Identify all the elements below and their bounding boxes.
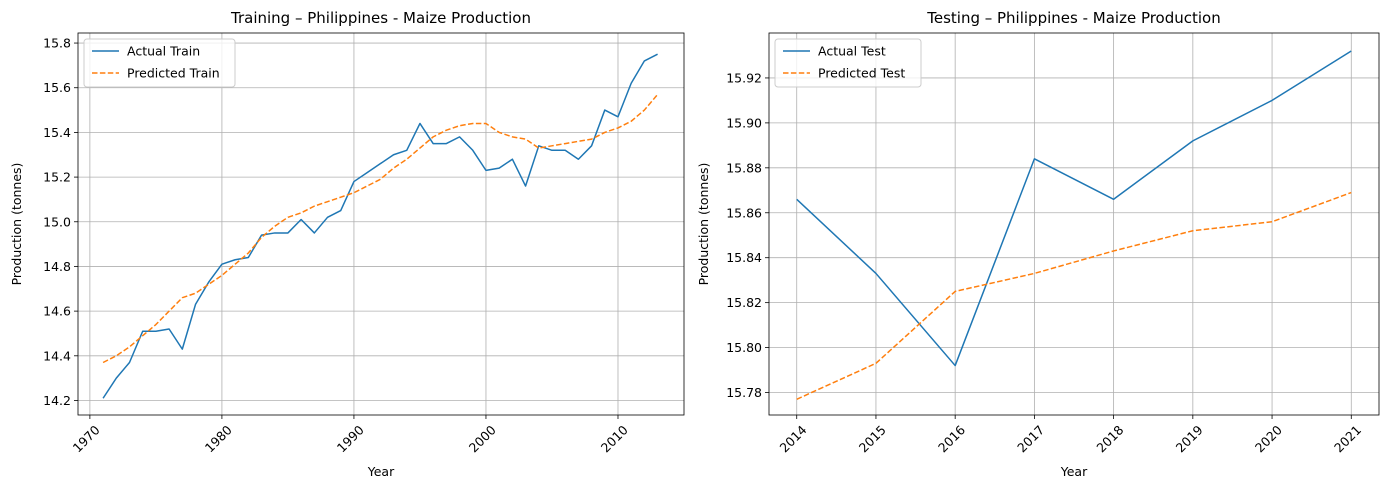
x-tick-label: 2018 xyxy=(1093,422,1126,455)
x-tick-label: 2000 xyxy=(466,422,499,455)
y-tick-label: 15.6 xyxy=(43,80,71,95)
y-tick-label: 15.80 xyxy=(726,340,762,355)
y-tick-label: 15.2 xyxy=(43,170,71,185)
y-tick-label: 15.84 xyxy=(726,250,762,265)
axes-frame xyxy=(77,32,685,416)
y-tick-label: 15.88 xyxy=(726,160,762,175)
x-tick-label: 1970 xyxy=(70,422,103,455)
series-line-0 xyxy=(796,50,1352,367)
y-tick-label: 15.82 xyxy=(726,295,762,310)
legend-label-1: Predicted Train xyxy=(127,66,220,81)
legend: Actual Train Predicted Train xyxy=(83,38,236,88)
legend-box xyxy=(83,38,236,88)
y-tick-label: 14.2 xyxy=(43,393,71,408)
y-axis-label: Production (tonnes) xyxy=(9,163,24,286)
series-line-1 xyxy=(102,93,659,364)
legend-label-0: Actual Test xyxy=(818,44,886,59)
y-tick-label: 15.4 xyxy=(43,125,71,140)
x-axis-label: Year xyxy=(1060,464,1088,479)
legend-label-1: Predicted Test xyxy=(818,66,905,81)
x-tick-label: 2019 xyxy=(1173,422,1206,455)
chart-title: Training – Philippines - Maize Productio… xyxy=(230,9,531,27)
series-line-0 xyxy=(102,53,658,399)
axes-frame xyxy=(768,32,1380,416)
x-tick-label: 1990 xyxy=(334,422,367,455)
x-tick-label: 2020 xyxy=(1252,422,1285,455)
y-tick-label: 15.90 xyxy=(726,115,762,130)
chart-title: Testing – Philippines - Maize Production xyxy=(926,9,1221,27)
x-tick-label: 2017 xyxy=(1014,422,1047,455)
y-tick-label: 14.8 xyxy=(43,259,71,274)
x-tick-label: 2016 xyxy=(935,422,968,455)
y-tick-label: 15.8 xyxy=(43,36,71,51)
y-tick-label: 15.0 xyxy=(43,214,71,229)
x-axis-label: Year xyxy=(367,464,395,479)
y-axis-label: Production (tonnes) xyxy=(696,163,711,286)
legend-box xyxy=(774,38,922,88)
y-tick-label: 15.78 xyxy=(726,385,762,400)
x-tick-label: 2010 xyxy=(598,422,631,455)
x-tick-label: 2015 xyxy=(856,422,889,455)
chart-panel-1: 2014 2015 2016 2017 2018 2019 2020 2021 15.78 15.… xyxy=(696,9,1380,479)
x-tick-label: 2014 xyxy=(777,422,810,455)
legend: Actual Test Predicted Test xyxy=(774,38,922,88)
x-tick-label: 1980 xyxy=(202,422,235,455)
legend-label-0: Actual Train xyxy=(127,44,200,59)
y-tick-label: 15.92 xyxy=(726,70,762,85)
x-tick-label: 2021 xyxy=(1331,422,1364,455)
y-tick-label: 14.6 xyxy=(43,304,71,319)
y-tick-label: 14.4 xyxy=(43,348,71,363)
y-tick-label: 15.86 xyxy=(726,205,762,220)
series-line-1 xyxy=(796,191,1352,400)
chart-panel-0: 1970 1980 1990 2000 2010 14.2 14.4 14.6 14.8 15.0… xyxy=(9,9,685,479)
